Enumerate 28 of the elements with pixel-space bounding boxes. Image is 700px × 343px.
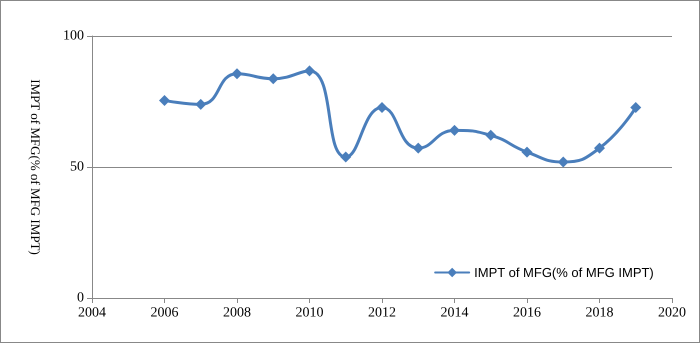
y-axis-title: IMPT of MFG(% of MFG IMPT)	[28, 79, 43, 255]
y-tick-label: 100	[63, 28, 84, 44]
x-tick-label: 2012	[368, 306, 396, 320]
point	[485, 130, 496, 141]
point	[376, 102, 388, 114]
point	[195, 98, 206, 110]
point	[268, 73, 279, 84]
point	[594, 142, 605, 154]
point	[340, 152, 352, 163]
x-tick-label: 2016	[513, 306, 541, 320]
point	[449, 124, 460, 136]
x-tick-label: 2006	[150, 306, 178, 320]
x-tick-label: 2020	[658, 306, 686, 320]
x-tick-label: 2004	[78, 306, 106, 320]
y-tick-label: 0	[77, 290, 84, 306]
point	[522, 146, 532, 158]
point	[558, 156, 569, 168]
point	[412, 142, 424, 154]
point	[630, 102, 642, 114]
y-tick-label: 50	[70, 160, 84, 174]
x-tick-label: 2010	[296, 306, 324, 320]
point	[232, 68, 242, 80]
point	[159, 94, 170, 106]
x-tick-label: 2014	[440, 306, 468, 320]
legend-label: IMPT of MFG(% of MFG IMPT)	[474, 265, 654, 280]
x-tick-label: 2008	[223, 306, 251, 320]
x-tick-label: 2018	[586, 306, 614, 320]
point	[304, 65, 315, 76]
